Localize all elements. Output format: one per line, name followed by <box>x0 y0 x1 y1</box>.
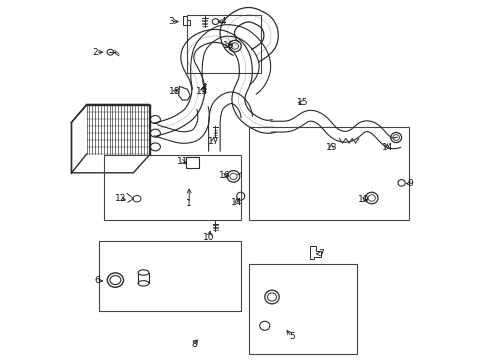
Text: 18: 18 <box>169 87 180 96</box>
Bar <box>186 157 199 168</box>
Text: 13: 13 <box>326 143 337 152</box>
Text: 16: 16 <box>220 171 231 180</box>
Text: 10: 10 <box>358 195 369 204</box>
Text: 6: 6 <box>95 276 100 285</box>
Text: 5: 5 <box>289 332 294 341</box>
Text: 9: 9 <box>408 179 414 188</box>
Text: 10: 10 <box>203 233 215 242</box>
Text: 2: 2 <box>93 48 98 57</box>
Bar <box>187 15 261 73</box>
Text: 16: 16 <box>223 40 235 49</box>
Bar <box>248 264 357 354</box>
Text: 12: 12 <box>115 194 126 203</box>
Text: 1: 1 <box>186 199 192 208</box>
Bar <box>99 241 242 311</box>
Text: 19: 19 <box>196 87 208 96</box>
Text: 4: 4 <box>220 17 226 26</box>
Text: 14: 14 <box>382 143 393 152</box>
Text: 17: 17 <box>208 136 219 145</box>
Text: 8: 8 <box>192 341 197 349</box>
Bar <box>248 127 409 220</box>
Text: 15: 15 <box>297 98 308 107</box>
Text: 7: 7 <box>318 249 323 258</box>
Text: 3: 3 <box>169 17 174 26</box>
Bar <box>104 155 242 220</box>
Text: 11: 11 <box>176 157 188 166</box>
Text: 14: 14 <box>231 198 243 207</box>
